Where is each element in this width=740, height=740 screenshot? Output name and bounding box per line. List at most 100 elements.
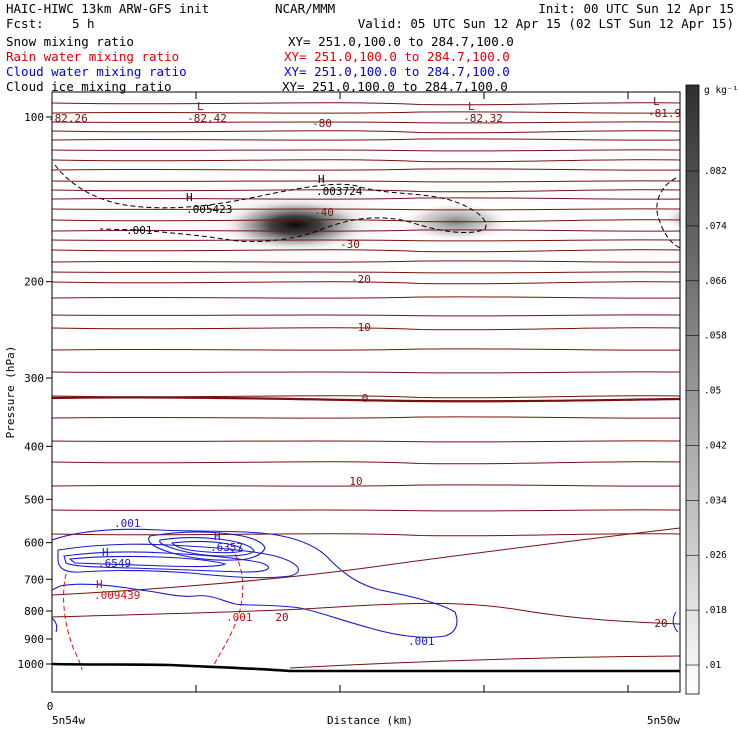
snow-shade-edge [662,204,680,232]
colorbar-tick-label: .042 [704,440,727,451]
colorbar-tick-label: .018 [704,605,727,616]
field-legend: Snow mixing ratio XY= 251.0,100.0 to 284… [6,34,514,94]
y-tick-label: 900 [24,633,44,646]
snow-shade-max-1 [223,199,367,251]
colorbar-tick-label: .034 [704,495,727,506]
isotherm [52,327,680,331]
isotherm [52,121,680,124]
colorbar-tick-label: .082 [704,166,727,177]
isotherm [52,159,680,163]
isotherm-25 [289,655,680,669]
cw-max-value: .6357 [210,541,243,554]
cw-max-mark: H [214,530,221,543]
legend-cloud-water-xy: XY= 251.0,100.0 to 284.7,100.0 [284,64,510,79]
legend-rain-xy: XY= 251.0,100.0 to 284.7,100.0 [284,49,510,64]
ice-max-mark: H [318,173,325,186]
cloud-water-contours [52,528,679,638]
temperature-labels: -80 -40 -30 -20 -10 0 10 20 20 L -82.42 … [48,95,681,630]
isotherm [52,416,680,419]
legend-snow-label: Snow mixing ratio [6,34,134,49]
colorbar-unit: g kg⁻¹ [704,85,738,96]
low-value: -82.42 [187,112,227,125]
low-mark: L [653,95,660,108]
y-tick-label: 700 [24,573,44,586]
isotherm [52,348,680,351]
colorbar-tick-label: .066 [704,276,727,287]
rain-contour-left [63,573,83,671]
legend-cloud-water-label: Cloud water mixing ratio [6,64,187,79]
isotherm [52,229,680,232]
x-tick-label: 0 [47,700,54,713]
isotherm [52,461,680,465]
legend-ice-label: Cloud ice mixing ratio [6,79,172,94]
org-label: NCAR/MMM [275,1,335,16]
isotherm [52,197,680,200]
cw-contour-label: .001 [408,635,435,648]
temp-label: -40 [314,206,334,219]
ground-surface [52,662,680,673]
plot-area [52,102,680,673]
y-tick-label: 1000 [18,658,45,671]
low-mark: L [468,100,475,113]
rain-contour-right [211,547,244,669]
low-value: -82.32 [463,112,503,125]
isotherm [52,371,680,374]
temp-label: -80 [312,117,332,130]
isotherm-15 [52,527,680,596]
isotherm [52,168,680,171]
isotherm [52,314,680,317]
colorbar: .01 .018 .026 .034 .042 .05 .058 .066 .074 .082 g… [685,84,738,695]
isotherm [52,189,680,193]
model-title: HAIC-HIWC 13km ARW-GFS init [6,1,209,16]
x-endpoint-left: 5n54w [52,714,85,727]
isotherm [52,271,680,274]
ice-contour-edge [656,177,680,249]
low-mark: L [197,100,204,113]
temp-label: -30 [340,238,360,251]
ice-contour [54,164,487,242]
rain-labels: H .009439 .001 [94,578,253,624]
isotherm [52,130,680,134]
isotherm [52,281,680,285]
x-axis [51,92,629,692]
y-tick-label: 100 [24,111,44,124]
isotherm [52,484,680,487]
y-axis-label: Pressure (hPa) [4,346,17,439]
isotherms [52,102,680,537]
cw-max-mark: H [102,546,109,559]
colorbar-tick-label: .074 [704,221,727,232]
legend-ice-xy: XY= 251.0,100.0 to 284.7,100.0 [282,79,508,94]
cw-contour-label: .001 [114,517,141,530]
y-tick-label: 600 [24,537,44,550]
fcst-value: 5 h [72,16,95,31]
colorbar-ramp [685,84,700,695]
isotherm [52,149,680,152]
y-tick-label: 200 [24,276,44,289]
isotherm [52,249,680,253]
legend-rain-label: Rain water mixing ratio [6,49,179,64]
legend-snow-xy: XY= 251.0,100.0 to 284.7,100.0 [288,34,514,49]
colorbar-tick-label: .05 [704,386,721,397]
plot-frame [51,91,681,693]
isotherm [52,260,680,263]
edge-value: -82.26 [48,112,88,125]
ice-max-mark: H [186,191,193,204]
temp-label: 0 [362,392,369,405]
rain-contour-label: .001 [226,611,253,624]
temp-label: -10 [351,321,371,334]
x-axis-label: Distance (km) [327,714,413,727]
isotherm [52,208,680,211]
isotherm [52,138,680,141]
isotherm [52,219,680,223]
isotherm [52,296,680,299]
colorbar-tick-label: .058 [704,331,727,342]
isotherm [52,180,680,183]
ice-max-value: .005423 [186,203,232,216]
init-time: Init: 00 UTC Sun 12 Apr 15 [538,1,734,16]
isotherm-zero [52,396,680,403]
temp-label: 20 [654,617,667,630]
valid-time: Valid: 05 UTC Sun 12 Apr 15 (02 LST Sun … [358,16,734,31]
cw-max-value: .6549 [98,557,131,570]
y-tick-label: 800 [24,605,44,618]
